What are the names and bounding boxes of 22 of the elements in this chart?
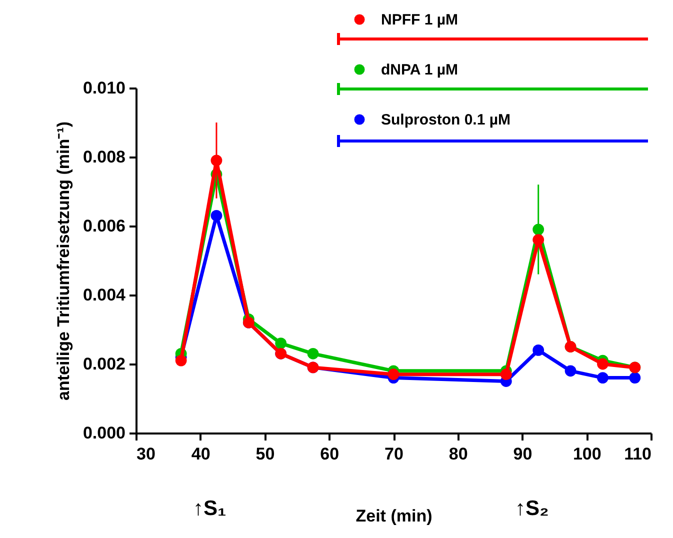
legend-label: Sulproston 0.1 µM — [381, 112, 510, 128]
legend-label: NPFF 1 µM — [381, 12, 458, 28]
x-axis-title: Zeit (min) — [356, 506, 432, 526]
y-tick-label: 0.002 — [82, 354, 126, 374]
y-tick-label: 0.004 — [82, 286, 126, 304]
y-tick-label: 0.010 — [82, 78, 126, 98]
y-tick-label: 0.000 — [82, 424, 126, 442]
x-tick-label: 50 — [256, 444, 275, 464]
text: ↑S₂ — [515, 497, 549, 520]
x-tick-label: 80 — [448, 444, 468, 464]
text: ↑S₁ — [193, 497, 226, 520]
y-axis-title: anteilige Tritiumfreisetzung (min⁻¹) — [54, 122, 73, 400]
legend-label: dNPA 1 µM — [381, 62, 458, 78]
x-tick-label: 110 — [624, 444, 652, 464]
x-tick-label: 90 — [513, 444, 532, 464]
x-tick-label: 70 — [384, 444, 404, 464]
y-tick-label: 0.008 — [82, 148, 126, 166]
x-tick-label: 30 — [136, 444, 156, 464]
x-tick-label: 100 — [572, 444, 602, 464]
x-tick-label: 60 — [320, 444, 340, 464]
y-tick-label: 0.006 — [82, 216, 126, 236]
x-tick-label: 40 — [191, 444, 210, 464]
